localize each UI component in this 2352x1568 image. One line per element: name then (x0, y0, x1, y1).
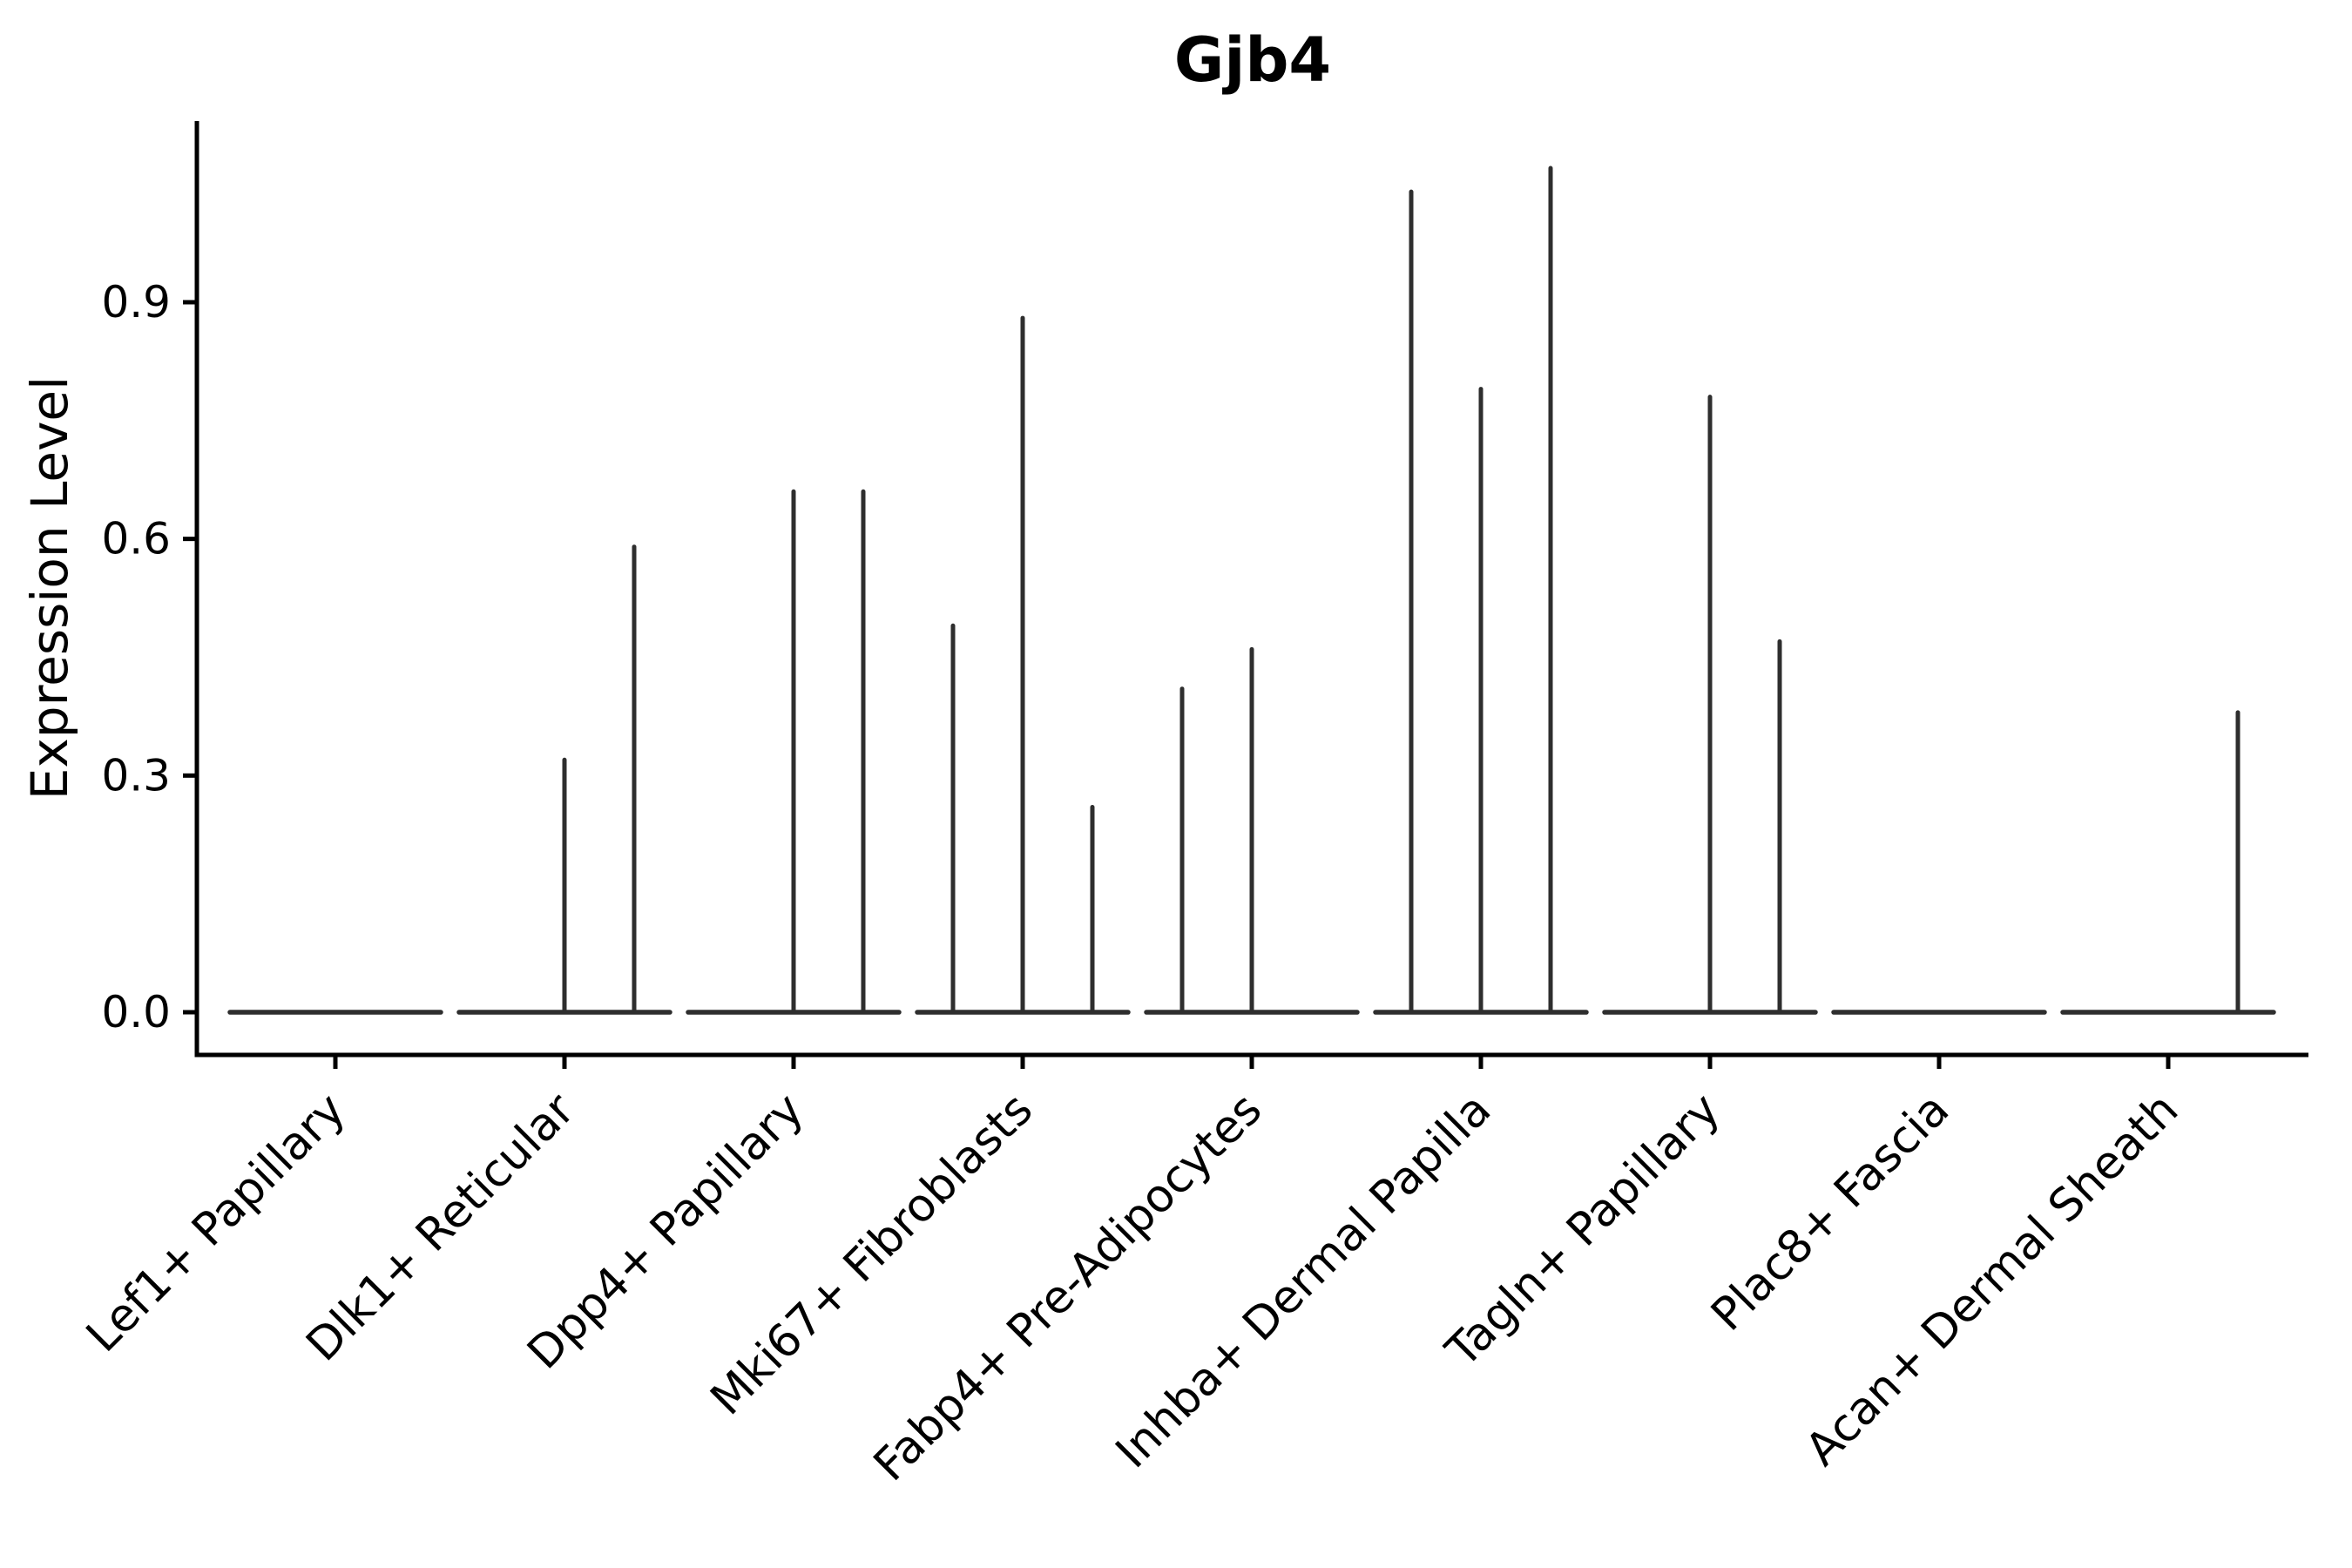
y-tick-label: 0.6 (101, 514, 171, 564)
x-tick-label: Fabp4+ Pre-Adipocytes (864, 1084, 1272, 1491)
x-tick-label: Inhba+ Dermal Papilla (1106, 1084, 1501, 1478)
y-axis-title: Expression Level (20, 375, 79, 801)
x-tick-label: Plac8+ Fascia (1701, 1084, 1959, 1342)
x-tick-label: Acan+ Dermal Sheath (1796, 1084, 2189, 1477)
y-tick-label: 0.0 (101, 987, 171, 1037)
y-tick-label: 0.3 (101, 750, 171, 801)
chart-title: Gjb4 (1173, 24, 1332, 96)
y-tick-label: 0.9 (101, 277, 171, 328)
